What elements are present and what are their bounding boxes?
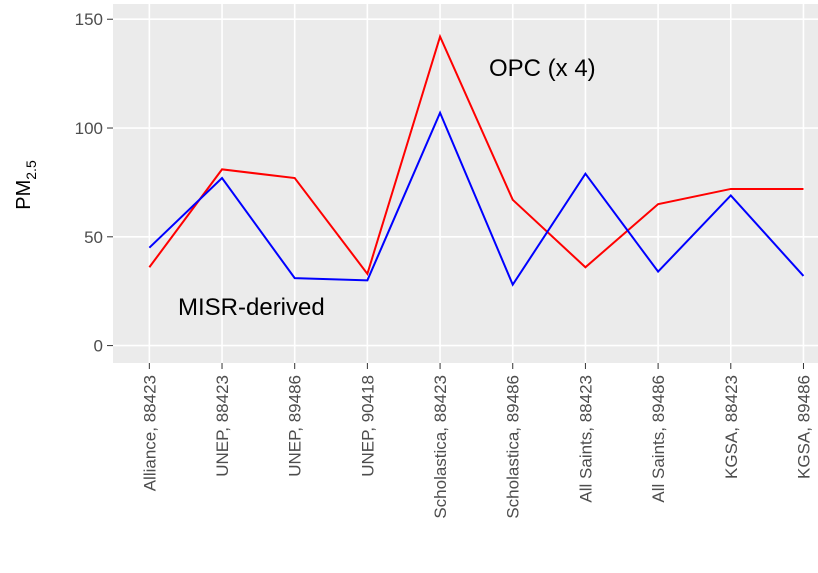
y-axis-title: PM2.5 (13, 160, 39, 210)
x-tick-label: All Saints, 89486 (649, 375, 668, 503)
x-tick-label: All Saints, 88423 (576, 375, 595, 503)
line-annotation: OPC (x 4) (489, 55, 596, 82)
y-tick-label: 0 (94, 337, 103, 356)
x-tick-label: KGSA, 89486 (794, 375, 813, 479)
x-tick-label: KGSA, 88423 (722, 375, 741, 479)
y-label-subscript: 2.5 (23, 160, 39, 180)
y-tick-label: 100 (75, 119, 103, 138)
x-tick-label: Alliance, 88423 (140, 375, 159, 491)
y-tick-label: 150 (75, 10, 103, 29)
line-series (148, 33, 804, 276)
plot-panel (113, 4, 818, 363)
x-tick-label: Scholastica, 88423 (431, 375, 450, 519)
line-annotation: MISR-derived (178, 294, 325, 321)
x-tick-label: UNEP, 89486 (286, 375, 305, 477)
x-tick-label: UNEP, 90418 (358, 375, 377, 477)
y-label: PM (13, 180, 35, 210)
x-tick-label: Scholastica, 89486 (504, 375, 523, 519)
y-tick-label: 50 (84, 228, 103, 247)
line-series (148, 110, 805, 287)
x-tick-label: UNEP, 88423 (213, 375, 232, 477)
